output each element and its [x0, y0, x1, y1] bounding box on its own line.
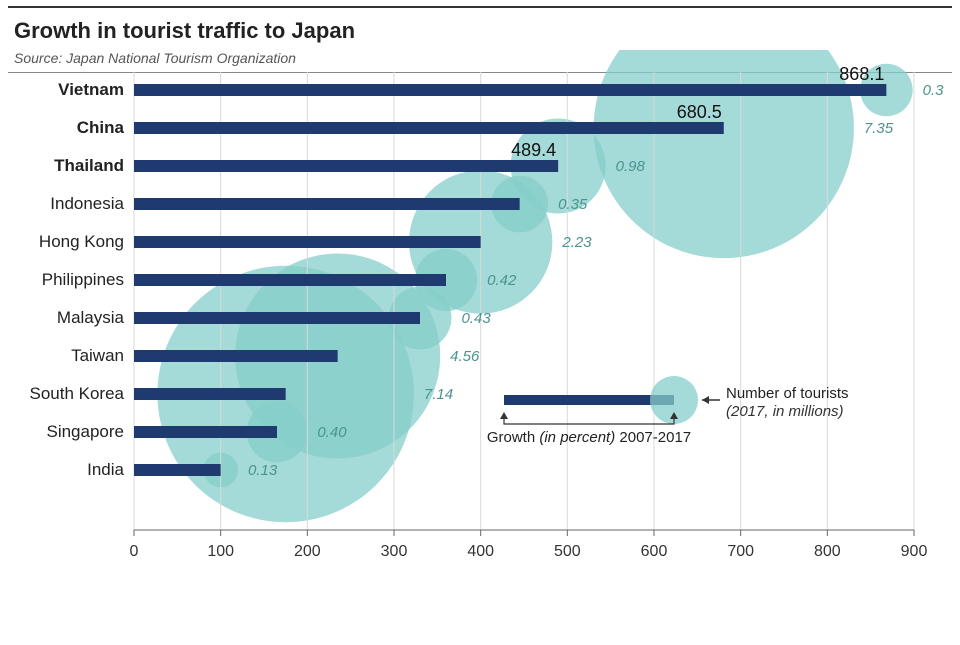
country-label: Taiwan [71, 346, 124, 365]
tourists-value: 0.35 [558, 196, 588, 213]
growth-bar [134, 388, 286, 400]
growth-bar [134, 84, 886, 96]
svg-text:900: 900 [901, 543, 928, 560]
svg-text:500: 500 [554, 543, 581, 560]
tourists-value: 4.56 [450, 348, 480, 365]
arrow-left-icon [702, 396, 709, 404]
tourists-value: 0.13 [248, 462, 278, 479]
tourists-value: 0.43 [461, 310, 491, 327]
country-label: Thailand [54, 156, 124, 175]
tourists-bubble [594, 50, 854, 258]
country-label: Indonesia [50, 194, 124, 213]
growth-value: 868.1 [839, 64, 884, 84]
country-label: India [87, 460, 124, 479]
legend-bar [504, 395, 674, 405]
growth-bar [134, 274, 446, 286]
growth-value: 489.4 [511, 140, 556, 160]
tourists-value: 2.23 [561, 234, 592, 251]
tourists-value: 7.14 [424, 386, 453, 403]
country-label: Philippines [42, 270, 124, 289]
legend-line3: Growth (in percent) 2007-2017 [487, 429, 691, 446]
growth-bar [134, 350, 338, 362]
svg-text:800: 800 [814, 543, 841, 560]
legend-line2: (2017, in millions) [726, 403, 844, 420]
growth-bar [134, 464, 221, 476]
growth-bar [134, 426, 277, 438]
country-label: China [77, 118, 125, 137]
growth-bar [134, 236, 481, 248]
country-label: Singapore [46, 422, 124, 441]
country-label: Malaysia [57, 308, 125, 327]
svg-text:0: 0 [130, 543, 139, 560]
growth-bar [134, 198, 520, 210]
tourists-value: 0.30 [923, 82, 944, 99]
svg-text:300: 300 [381, 543, 408, 560]
svg-text:700: 700 [727, 543, 754, 560]
legend-bracket [504, 414, 674, 424]
tourists-value: 0.98 [616, 158, 646, 175]
svg-text:200: 200 [294, 543, 321, 560]
growth-value: 680.5 [677, 102, 722, 122]
tourists-value: 0.40 [317, 424, 347, 441]
arrow-up-icon [500, 412, 508, 419]
country-label: Hong Kong [39, 232, 124, 251]
growth-bar [134, 160, 558, 172]
tourists-value: 0.42 [487, 272, 517, 289]
legend-line1: Number of tourists [726, 385, 849, 402]
growth-bar [134, 312, 420, 324]
growth-bar [134, 122, 724, 134]
chart-plot: Vietnam 868.1 0.30 China 680.5 7.35 Thailand 48… [14, 50, 946, 595]
svg-text:400: 400 [467, 543, 494, 560]
svg-text:600: 600 [641, 543, 668, 560]
country-label: Vietnam [58, 80, 124, 99]
svg-text:100: 100 [207, 543, 234, 560]
tourists-value: 7.35 [864, 120, 894, 137]
country-label: South Korea [29, 384, 124, 403]
chart-title: Growth in tourist traffic to Japan [14, 18, 952, 44]
